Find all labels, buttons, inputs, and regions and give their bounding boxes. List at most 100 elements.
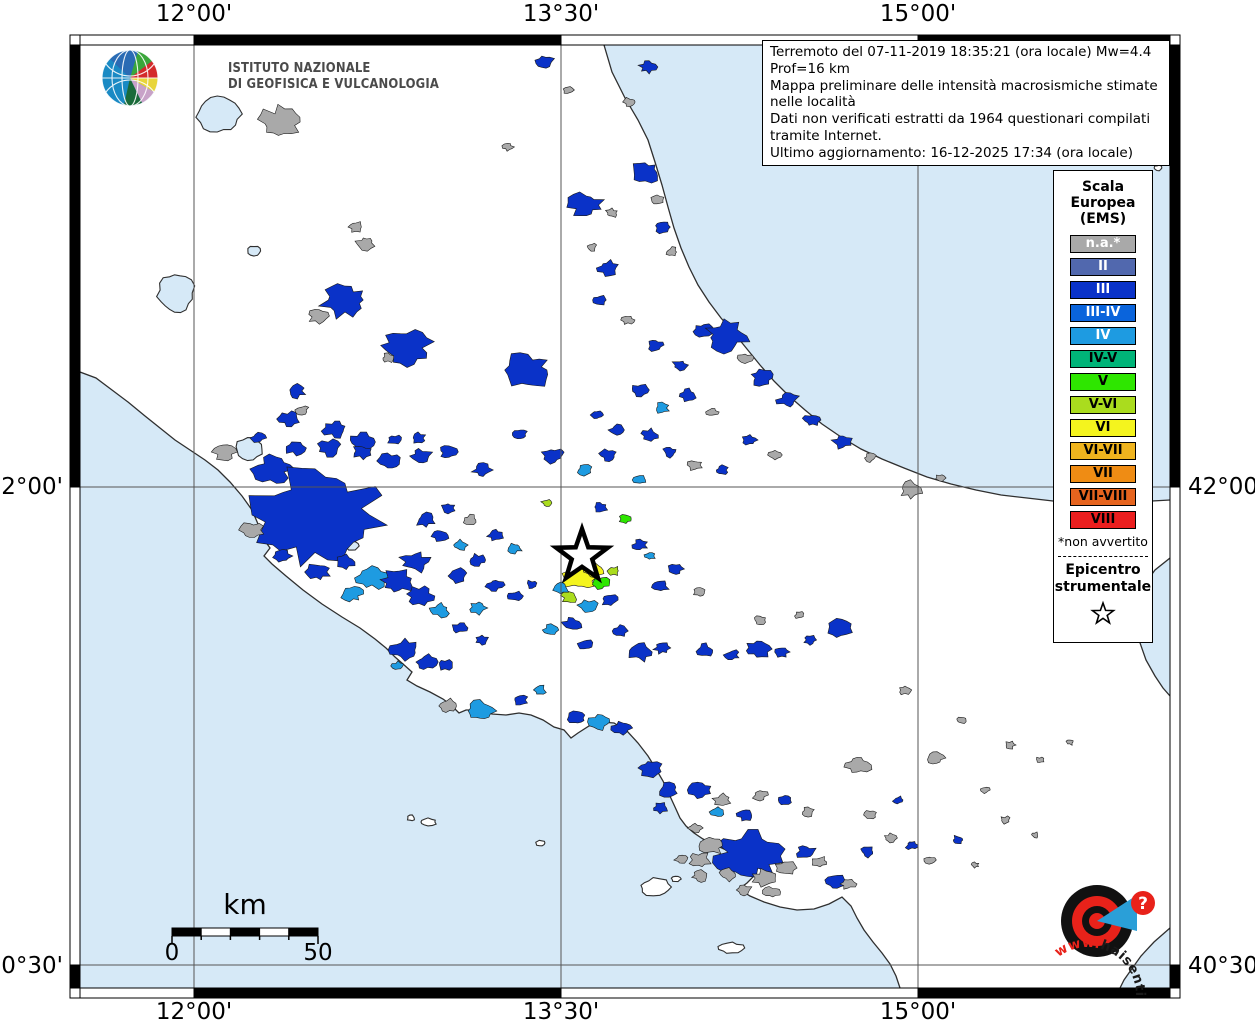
intensity-patch-III [320,420,346,439]
intensity-patch-na [762,886,781,898]
info-line-event: Terremoto del 07-11-2019 18:35:21 (ora l… [770,44,1152,77]
intensity-patch-III [775,392,801,408]
intensity-patch-IV [577,464,593,477]
intensity-patch-III [640,427,659,442]
watermark-circular-text: www.haisentitoilterremoto.it [1034,935,1148,995]
axis-label-left-4030: 40°30' [0,953,63,979]
intensity-patch-III [659,781,678,798]
intensity-patch-na [308,309,330,325]
intensity-patch-III [607,423,625,436]
intensity-patch-III [860,846,874,859]
intensity-patch-III [796,845,817,858]
intensity-patch-III [671,360,690,372]
scale-start-label: 0 [164,940,180,966]
frame-top-segment [79,34,195,46]
island [640,877,673,897]
intensity-patch-V-VI [606,566,619,576]
intensity-patch-IV [576,599,599,613]
intensity-patch-III [667,563,686,575]
intensity-patch-III [592,295,607,306]
watermark-bullseye: ? [1061,885,1155,957]
intensity-patch-na [463,513,477,525]
intensity-patch-IV [587,714,611,731]
frame-left-segment [69,44,81,488]
intensity-patch-III [439,659,453,671]
intensity-patch-na [718,867,736,883]
intensity-patch-III [610,720,634,736]
intensity-patch-III [655,221,671,235]
intensity-patch-III [715,464,729,475]
intensity-patch-III [506,590,524,602]
intensity-patch-na [604,207,618,218]
intensity-patch-na [586,242,598,252]
intensity-patch-III [722,649,740,661]
intensity-patch-III [380,329,435,368]
intensity-patch-III [735,809,752,822]
intensity-patch-na [754,615,766,626]
intensity-patch-III [514,694,529,706]
intensity-patch-III [632,162,658,184]
intensity-patch-IV [354,565,389,590]
watermark-question-mark: ? [1138,894,1148,914]
intensity-patch-na [698,836,723,855]
frame-bottom-segment [193,987,562,999]
ingv-text-line1: ISTITUTO NAZIONALE [228,60,371,76]
intensity-patch-III [692,323,715,338]
legend-chip-list: n.a.* II III III-IV IV IV-V V V-VI VI VI-VII VII VI… [1054,235,1152,529]
axis-label-left-42: 42°00' [0,474,63,500]
intensity-patch-III [750,368,774,387]
legend-epicenter-star-icon [1090,600,1116,625]
intensity-patch-III [451,622,469,634]
legend-chip-vii-viii: VII-VIII [1070,488,1136,506]
intensity-patch-III [631,383,650,398]
intensity-patch-III [416,511,436,528]
legend-chip-iii: III [1070,281,1136,299]
legend-chip-iv: IV [1070,327,1136,345]
intensity-patch-na [883,832,898,844]
intensity-patch-III [249,453,296,484]
intensity-patch-na [210,444,238,462]
intensity-patch-III [952,834,964,845]
intensity-patch-na [686,460,703,471]
info-line-map-type: Mappa preliminare delle intensità macros… [770,77,1158,111]
info-line-data-source: Dati non verificati estratti da 1964 que… [770,111,1151,144]
frame-corner [1169,34,1181,46]
intensity-patch-na [864,452,877,463]
axis-label-right-4030: 40°30' [1188,953,1255,979]
island [1153,164,1163,172]
legend-chip-v-vi: V-VI [1070,396,1136,414]
intensity-patch-III [317,283,364,320]
intensity-patch-na [501,143,516,152]
intensity-patch-III [777,795,792,806]
intensity-patch-III [653,802,668,815]
legend-chip-vii: VII [1070,465,1136,483]
legend-epicenter-label: Epicentro strumentale [1054,562,1152,595]
haisentitoilterremoto-logo: ? www.haisentitoilterremoto.it [1034,885,1155,995]
intensity-patch-IV [467,699,498,719]
intensity-patch-na [294,405,310,416]
intensity-patch-na [1031,831,1039,839]
policastro-gulf-sea [1120,928,1170,988]
intensity-patch-III [353,445,372,461]
frame-corner [69,987,81,999]
intensity-patch-III [379,569,413,593]
watermark-megaphone-icon [1097,895,1137,931]
island [420,817,437,827]
intensity-patch-IV [541,623,560,635]
intensity-patch-V [618,514,632,524]
intensity-patch-na [620,315,636,325]
legend-title: Scala Europea (EMS) [1070,179,1136,227]
island [670,875,682,883]
intensity-patch-III [598,448,617,463]
intensity-patch-III [447,567,468,584]
intensity-patch-III [595,259,619,277]
intensity-patch-na [688,852,712,868]
intensity-patch-na [438,697,457,713]
info-line-updated: Ultimo aggiornamento: 16-12-2025 17:34 (… [770,144,1133,161]
intensity-patch-na [1000,815,1011,825]
ingv-text-line2: DI GEOFISICA E VULCANOLOGIA [228,76,440,92]
intensity-patch-na [956,716,967,724]
axis-label-top-12: 12°00' [155,1,233,27]
intensity-patch-V-VI [540,499,553,507]
intensity-patch-III [540,448,565,465]
